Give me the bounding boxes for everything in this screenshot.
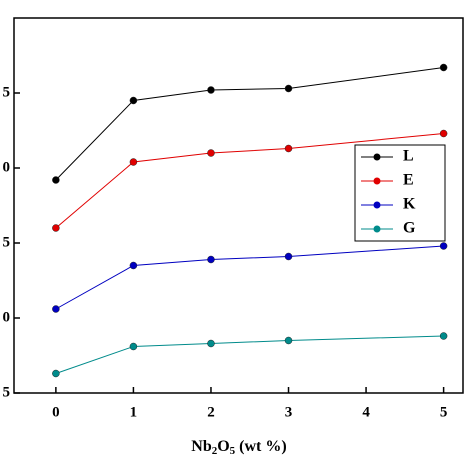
legend-label: K: [403, 196, 416, 213]
series-line: [55, 245, 444, 310]
x-tick-label: 3: [285, 404, 293, 420]
x-tick-label: 2: [207, 404, 215, 420]
legend-marker: [373, 153, 381, 161]
x-axis-label: Nb2O5 (wt %): [191, 438, 286, 457]
data-point: [129, 261, 138, 270]
x-label-part: 5: [230, 445, 236, 457]
legend-box: [354, 144, 446, 242]
data-point: [129, 342, 138, 351]
legend-marker: [373, 201, 381, 209]
legend-marker: [373, 177, 381, 185]
data-point: [439, 242, 448, 250]
x-label-part: 2: [212, 445, 218, 457]
y-tick-label: 5: [3, 84, 11, 100]
series-line: [55, 335, 444, 374]
data-point: [129, 96, 138, 105]
data-point: [439, 129, 448, 138]
legend-marker: [373, 225, 381, 233]
x-tick-label: 0: [52, 404, 60, 420]
data-point: [284, 144, 293, 153]
y-tick-label: 0: [3, 159, 11, 175]
data-point: [207, 86, 215, 94]
legend-label: G: [403, 220, 416, 237]
legend-label: L: [403, 148, 414, 165]
data-point: [52, 305, 60, 313]
legend-label: E: [403, 172, 414, 189]
data-point: [52, 224, 60, 232]
x-label-part: Nb: [191, 438, 212, 455]
data-point: [52, 369, 60, 378]
data-point: [284, 336, 293, 345]
x-tick-label: 1: [130, 404, 138, 420]
data-point: [439, 332, 448, 340]
data-point: [207, 255, 215, 264]
data-point: [52, 176, 60, 184]
x-tick-label: 4: [362, 404, 370, 420]
plot-frame: [13, 17, 464, 394]
y-tick-label: 5: [3, 384, 11, 400]
data-point: [207, 149, 215, 157]
x-label-part: O: [217, 438, 229, 455]
x-tick-label: 5: [440, 404, 448, 420]
data-point: [207, 339, 215, 348]
data-point: [284, 84, 293, 93]
y-tick-label: 0: [3, 309, 11, 325]
data-point: [284, 252, 293, 261]
data-point: [439, 63, 448, 72]
data-point: [129, 158, 138, 166]
y-tick-label: 5: [3, 234, 11, 250]
x-label-part: (wt %): [235, 438, 287, 455]
